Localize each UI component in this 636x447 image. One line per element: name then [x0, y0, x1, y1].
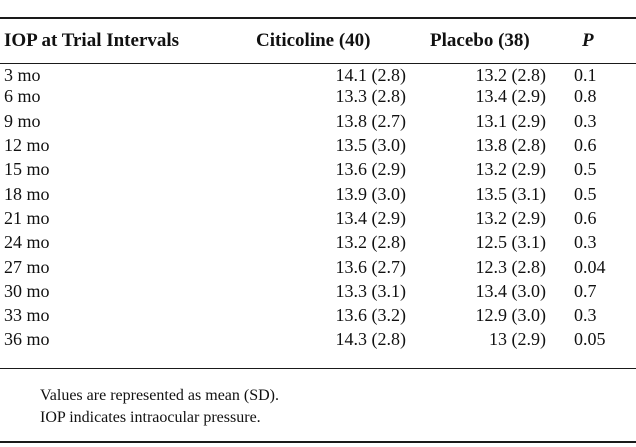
interval-cell: 3 mo	[4, 64, 41, 85]
p-value-cell: 0.8	[574, 86, 597, 107]
citicoline-cell: 13.3 (2.8)	[335, 86, 407, 107]
table-row: 21 mo 13.4 (2.9) 13.2 (2.9) 0.6	[4, 206, 636, 230]
table-row: 12 mo 13.5 (3.0) 13.8 (2.8) 0.6	[4, 133, 636, 157]
footnote-iop: IOP indicates intraocular pressure.	[40, 409, 261, 426]
interval-cell: 12 mo	[4, 135, 50, 156]
table-row: 9 mo 13.8 (2.7) 13.1 (2.9) 0.3	[4, 109, 636, 133]
citicoline-cell: 14.3 (2.8)	[335, 329, 407, 350]
citicoline-cell: 13.9 (3.0)	[335, 183, 407, 204]
table-row: 33 mo 13.6 (3.2) 12.9 (3.0) 0.3	[4, 303, 636, 327]
p-value-cell: 0.7	[574, 280, 597, 301]
placebo-cell: 13.5 (3.1)	[475, 183, 547, 204]
citicoline-cell: 13.8 (2.7)	[335, 110, 407, 131]
table-row: 27 mo 13.6 (2.7) 12.3 (2.8) 0.04	[4, 254, 636, 278]
placebo-cell: 13.2 (2.9)	[475, 207, 547, 228]
top-rule	[0, 17, 636, 19]
table-row: 6 mo 13.3 (2.8) 13.4 (2.9) 0.8	[4, 84, 636, 108]
column-header-interval: IOP at Trial Intervals	[4, 30, 180, 51]
table-row: 18 mo 13.9 (3.0) 13.5 (3.1) 0.5	[4, 181, 636, 205]
column-header-p-value: P	[582, 30, 594, 51]
body-end-rule	[0, 368, 636, 369]
table-row: 15 mo 13.6 (2.9) 13.2 (2.9) 0.5	[4, 157, 636, 181]
p-value-cell: 0.5	[574, 159, 597, 180]
footnote-sd: Values are represented as mean (SD).	[40, 387, 280, 404]
table-row: 30 mo 13.3 (3.1) 13.4 (3.0) 0.7	[4, 279, 636, 303]
placebo-cell: 13.4 (2.9)	[475, 86, 547, 107]
citicoline-cell: 13.4 (2.9)	[335, 207, 407, 228]
table-footnotes: Values are represented as mean (SD). IOP…	[40, 385, 279, 429]
citicoline-cell: 13.6 (2.9)	[335, 159, 407, 180]
table-row: 3 mo 14.1 (2.8) 13.2 (2.8) 0.1	[4, 60, 636, 84]
placebo-cell: 13.8 (2.8)	[475, 135, 547, 156]
p-value-cell: 0.3	[574, 232, 597, 253]
interval-cell: 6 mo	[4, 86, 41, 107]
citicoline-cell: 13.5 (3.0)	[335, 135, 407, 156]
table-row: 36 mo 14.3 (2.8) 13 (2.9) 0.05	[4, 327, 636, 351]
placebo-cell: 12.5 (3.1)	[475, 232, 547, 253]
p-value-cell: 0.3	[574, 110, 597, 131]
placebo-cell: 13.1 (2.9)	[475, 110, 547, 131]
interval-cell: 27 mo	[4, 256, 50, 277]
placebo-cell: 13 (2.9)	[489, 329, 546, 350]
interval-cell: 9 mo	[4, 110, 41, 131]
placebo-cell: 13.4 (3.0)	[475, 280, 547, 301]
interval-cell: 24 mo	[4, 232, 50, 253]
citicoline-cell: 14.1 (2.8)	[335, 64, 407, 85]
interval-cell: 18 mo	[4, 183, 50, 204]
bottom-rule	[0, 441, 636, 443]
p-value-cell: 0.6	[574, 207, 597, 228]
table-row: 24 mo 13.2 (2.8) 12.5 (3.1) 0.3	[4, 230, 636, 254]
placebo-cell: 13.2 (2.8)	[475, 64, 547, 85]
placebo-cell: 12.9 (3.0)	[475, 305, 547, 326]
p-value-cell: 0.3	[574, 305, 597, 326]
interval-cell: 33 mo	[4, 305, 50, 326]
p-value-cell: 0.5	[574, 183, 597, 204]
interval-cell: 15 mo	[4, 159, 50, 180]
iop-table: IOP at Trial Intervals Citicoline (40) P…	[4, 22, 636, 352]
header-rule	[0, 63, 636, 64]
placebo-cell: 13.2 (2.9)	[475, 159, 547, 180]
citicoline-cell: 13.2 (2.8)	[335, 232, 407, 253]
header-row: IOP at Trial Intervals Citicoline (40) P…	[4, 22, 636, 60]
interval-cell: 36 mo	[4, 329, 50, 350]
placebo-cell: 12.3 (2.8)	[475, 256, 547, 277]
column-header-placebo: Placebo (38)	[430, 30, 530, 51]
table-body: 3 mo 14.1 (2.8) 13.2 (2.8) 0.1 6 mo 13.3 (2.8…	[4, 60, 636, 352]
citicoline-cell: 13.6 (2.7)	[335, 256, 407, 277]
interval-cell: 21 mo	[4, 207, 50, 228]
interval-cell: 30 mo	[4, 280, 50, 301]
citicoline-cell: 13.3 (3.1)	[335, 280, 407, 301]
citicoline-cell: 13.6 (3.2)	[335, 305, 407, 326]
p-value-cell: 0.1	[574, 64, 597, 85]
p-value-cell: 0.04	[574, 256, 606, 277]
column-header-citicoline: Citicoline (40)	[256, 30, 371, 51]
p-value-cell: 0.05	[574, 329, 606, 350]
p-value-cell: 0.6	[574, 135, 597, 156]
